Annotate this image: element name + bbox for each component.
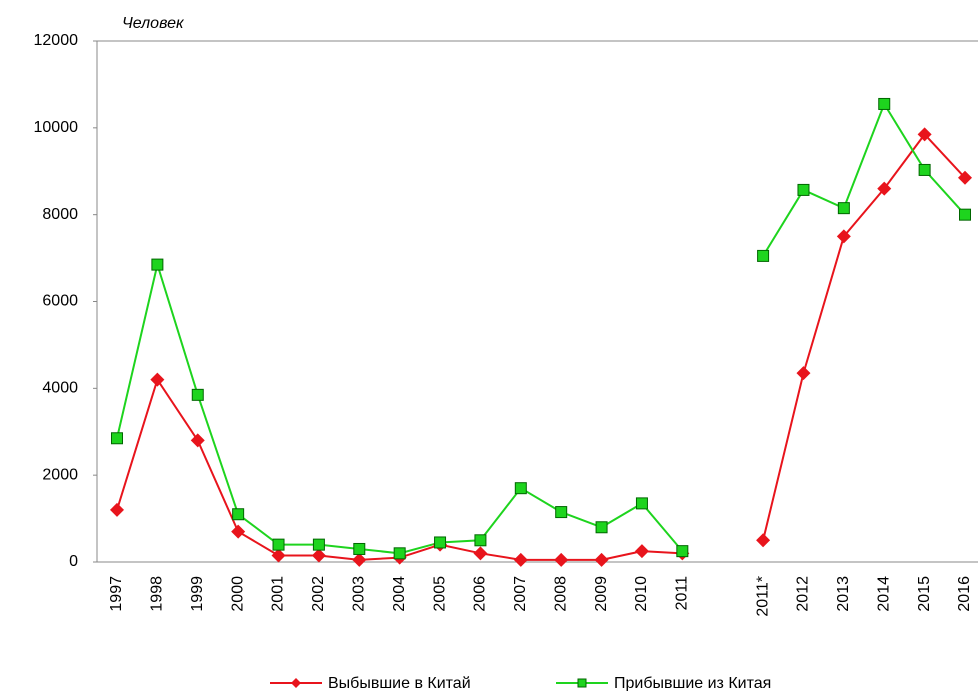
x-tick-label: 2007 xyxy=(512,576,529,612)
legend-label: Прибывшие из Китая xyxy=(614,675,771,691)
point xyxy=(513,552,528,567)
point xyxy=(393,547,406,560)
y-tick-label: 4000 xyxy=(42,380,78,397)
point xyxy=(473,546,488,561)
point xyxy=(110,502,124,517)
point xyxy=(232,508,245,521)
x-tick-label: 2006 xyxy=(472,576,489,612)
point xyxy=(231,524,246,539)
point xyxy=(756,533,771,548)
point xyxy=(757,249,770,262)
point xyxy=(676,545,689,558)
point xyxy=(917,127,932,142)
x-tick-label: 2000 xyxy=(229,576,246,612)
y-tick-label: 2000 xyxy=(42,466,78,483)
x-tick-label: 2005 xyxy=(431,576,448,612)
point xyxy=(353,542,366,555)
x-tick-label: 1997 xyxy=(108,576,125,612)
point xyxy=(877,181,892,196)
point xyxy=(594,552,609,567)
x-tick-label: 2003 xyxy=(351,576,368,612)
x-tick-label: 2013 xyxy=(835,576,852,612)
point xyxy=(797,183,810,196)
point xyxy=(836,229,851,244)
y-axis-label: Человек xyxy=(122,15,185,32)
point xyxy=(595,521,608,534)
legend-marker xyxy=(577,678,587,688)
point xyxy=(837,202,850,215)
x-tick-label: 2001 xyxy=(270,576,287,612)
point xyxy=(634,544,649,559)
x-tick-label: 2014 xyxy=(875,576,892,612)
y-tick-label: 10000 xyxy=(34,119,79,136)
point xyxy=(554,552,569,567)
legend-marker xyxy=(291,678,301,688)
legend-label: Выбывшие в Китай xyxy=(328,675,471,691)
x-tick-label: 2015 xyxy=(916,576,933,612)
point xyxy=(150,372,165,387)
x-tick-label: 2012 xyxy=(795,576,812,612)
point xyxy=(151,258,164,271)
series-line xyxy=(116,132,966,561)
point xyxy=(312,538,325,551)
x-tick-label: 2016 xyxy=(956,576,973,612)
point xyxy=(555,506,568,519)
y-tick-label: 12000 xyxy=(34,32,79,49)
point xyxy=(635,497,648,510)
x-tick-label: 2011* xyxy=(754,576,771,617)
y-tick-label: 0 xyxy=(69,553,78,570)
point xyxy=(958,170,972,185)
point xyxy=(878,97,891,110)
x-tick-label: 2009 xyxy=(593,576,610,612)
series-line xyxy=(116,101,966,555)
x-tick-label: 1998 xyxy=(149,576,166,612)
x-tick-label: 2004 xyxy=(391,576,408,612)
x-tick-label: 1999 xyxy=(189,576,206,612)
y-tick-label: 6000 xyxy=(42,293,78,310)
point xyxy=(434,536,447,549)
point xyxy=(514,482,527,495)
point xyxy=(272,538,285,551)
point xyxy=(918,163,931,176)
point xyxy=(474,534,487,547)
point xyxy=(271,548,286,563)
point xyxy=(191,388,204,401)
x-tick-label: 2002 xyxy=(310,576,327,612)
point xyxy=(959,208,971,221)
x-tick-label: 2008 xyxy=(552,576,569,612)
point xyxy=(352,552,367,567)
point xyxy=(311,548,326,563)
point xyxy=(796,366,811,381)
y-tick-label: 8000 xyxy=(42,206,78,223)
x-tick-label: 2011 xyxy=(674,576,691,611)
point xyxy=(190,433,205,448)
point xyxy=(111,432,123,445)
x-tick-label: 2010 xyxy=(633,576,650,612)
